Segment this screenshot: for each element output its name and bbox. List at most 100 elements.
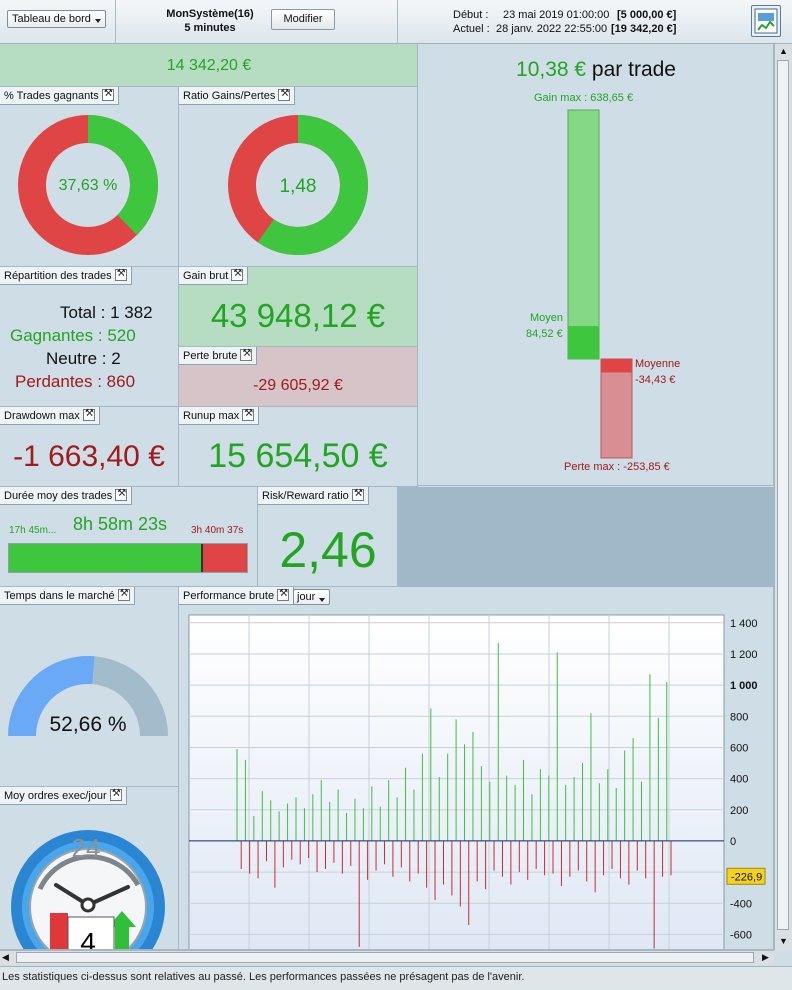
y-tick-label: 0 [730, 836, 736, 848]
runup-title[interactable]: Runup max [179, 407, 260, 425]
timeframe: 5 minutes [184, 22, 236, 34]
wrench-icon[interactable] [231, 268, 244, 281]
performance-chart: 1 400 1 200 1 000 800 600 400 200 0 -400 -600 -226… [188, 614, 766, 949]
risk-reward-value: 2,46 [279, 522, 377, 578]
ratio-value: 1,48 [279, 176, 317, 197]
neutral-trades: Neutre : 2 [46, 349, 121, 368]
ratio-panel: Ratio Gains/Pertes 1,48 [179, 87, 418, 267]
donut-win-segment [228, 115, 368, 255]
gross-gain-value: 43 948,12 € [210, 297, 386, 334]
wrench-icon[interactable] [117, 588, 130, 601]
empty-area [398, 487, 774, 587]
start-label: Début : [453, 9, 489, 21]
duration-bar-win [9, 544, 203, 572]
wrench-icon[interactable] [82, 408, 95, 421]
gauge-in-market-arc [8, 656, 95, 736]
y-tick-label: 1 000 [730, 680, 758, 692]
risk-reward-panel: Risk/Reward ratio 2,46 [258, 487, 398, 587]
wrench-icon[interactable] [242, 408, 255, 421]
per-trade-suffix: par trade [586, 58, 676, 81]
win-rate-title[interactable]: % Trades gagnants [0, 87, 119, 105]
dashboard-dropdown-label: Tableau de bord [12, 13, 91, 25]
duration-title[interactable]: Durée moy des trades [0, 487, 133, 505]
dashboard-dropdown[interactable]: Tableau de bord [7, 10, 106, 28]
duration-losing: 3h 40m 37s [191, 525, 244, 536]
wrench-icon[interactable] [114, 268, 127, 281]
time-in-market-value: 52,66 % [49, 713, 127, 736]
wrench-icon[interactable] [351, 488, 364, 501]
ratio-title[interactable]: Ratio Gains/Pertes [179, 87, 296, 105]
drawdown-panel: Drawdown max -1 663,40 € [0, 407, 179, 487]
orders-value: 4 [80, 927, 96, 950]
distribution-panel: Répartition des trades Total : 1 382 Gag… [0, 267, 179, 407]
wrench-icon[interactable] [240, 348, 253, 361]
gross-loss-title[interactable]: Perte brute [179, 347, 258, 365]
drawdown-value: -1 663,40 € [13, 440, 165, 473]
duration-bar [8, 543, 248, 573]
scroll-right-icon[interactable]: ▶ [762, 952, 769, 962]
gain-max-label: Gain max : 638,65 € [534, 92, 634, 104]
wrench-icon[interactable] [278, 88, 291, 101]
current-value: [19 342,20 €] [611, 23, 677, 35]
start-value: [5 000,00 €] [617, 9, 677, 21]
win-rate-value: 37,63 % [58, 177, 118, 194]
orders-panel: Moy ordres exec/jour 24 4 [0, 787, 179, 950]
loss-average-bar [601, 359, 632, 373]
clock-number: 24 [71, 833, 101, 863]
time-in-market-title[interactable]: Temps dans le marché [0, 587, 135, 605]
orders-title[interactable]: Moy ordres exec/jour [0, 787, 127, 805]
y-tick-label: 200 [730, 805, 748, 817]
wrench-icon[interactable] [277, 588, 290, 601]
scroll-left-icon[interactable]: ◀ [2, 952, 9, 962]
wrench-icon[interactable] [109, 788, 122, 801]
current-value-badge-label: -226,9 [731, 871, 762, 883]
horizontal-scrollbar[interactable]: ◀ ▶ [0, 950, 774, 965]
vertical-scrollbar[interactable]: ▲ ▼ [774, 44, 792, 950]
win-rate-donut [18, 115, 158, 255]
risk-reward-title[interactable]: Risk/Reward ratio [258, 487, 369, 505]
per-trade-panel: 10,38 € par trade Gain max : 638,65 € Mo… [418, 44, 774, 486]
y-tick-label: 800 [730, 711, 748, 723]
duration-panel: Durée moy des trades 17h 45m... 8h 58m 2… [0, 487, 258, 587]
gross-loss-value: -29 605,92 € [253, 377, 343, 394]
duration-winning: 17h 45m... [9, 525, 57, 536]
losing-trades: Perdantes : 860 [15, 372, 136, 391]
per-trade-heading: 10,38 € par trade [418, 58, 773, 82]
runup-value: 15 654,50 € [208, 437, 388, 475]
scroll-down-icon[interactable]: ▼ [779, 936, 788, 946]
net-gain-panel: 14 342,20 € [0, 44, 418, 87]
scroll-up-icon[interactable]: ▲ [779, 46, 788, 56]
y-tick-label: 400 [730, 774, 748, 786]
duration-average: 8h 58m 23s [73, 514, 168, 534]
drawdown-title[interactable]: Drawdown max [0, 407, 100, 425]
horizontal-scroll-thumb[interactable] [16, 952, 754, 963]
period-dropdown-label: jour [297, 591, 316, 603]
gauge-out-market-arc [92, 656, 168, 736]
gain-average-bar [568, 326, 599, 359]
donut-win-segment [18, 115, 158, 255]
loss-max-bar [600, 358, 633, 459]
modify-button[interactable]: Modifier [271, 9, 335, 30]
performance-title[interactable]: Performance brute [179, 587, 295, 605]
avg-loss-label: Moyenne [635, 358, 681, 370]
gain-max-bar [567, 109, 600, 360]
time-in-market-gauge [8, 656, 168, 736]
win-rate-panel: % Trades gagnants 37,63 % [0, 87, 179, 267]
runup-panel: Runup max 15 654,50 € [179, 407, 418, 487]
y-tick-label: 1 200 [730, 649, 758, 661]
period-dropdown[interactable]: jour [293, 589, 331, 605]
gross-gain-title[interactable]: Gain brut [179, 267, 249, 285]
ratio-donut [228, 115, 368, 255]
wrench-icon[interactable] [115, 488, 128, 501]
y-tick-label: -600 [730, 929, 752, 941]
y-tick-label: 1 400 [730, 618, 758, 630]
avg-gain-label: Moyen [530, 312, 564, 324]
current-date: 28 janv. 2022 22:55:00 [496, 23, 608, 35]
wrench-icon[interactable] [101, 88, 114, 101]
gross-loss-panel: Perte brute -29 605,92 € [179, 347, 418, 407]
toolbar: Tableau de bord MonSystème(16) 5 minutes… [0, 0, 792, 44]
vertical-scroll-thumb[interactable] [777, 60, 789, 930]
distribution-title[interactable]: Répartition des trades [0, 267, 132, 285]
report-icon[interactable] [751, 5, 781, 37]
winning-trades: Gagnantes : 520 [10, 326, 136, 345]
